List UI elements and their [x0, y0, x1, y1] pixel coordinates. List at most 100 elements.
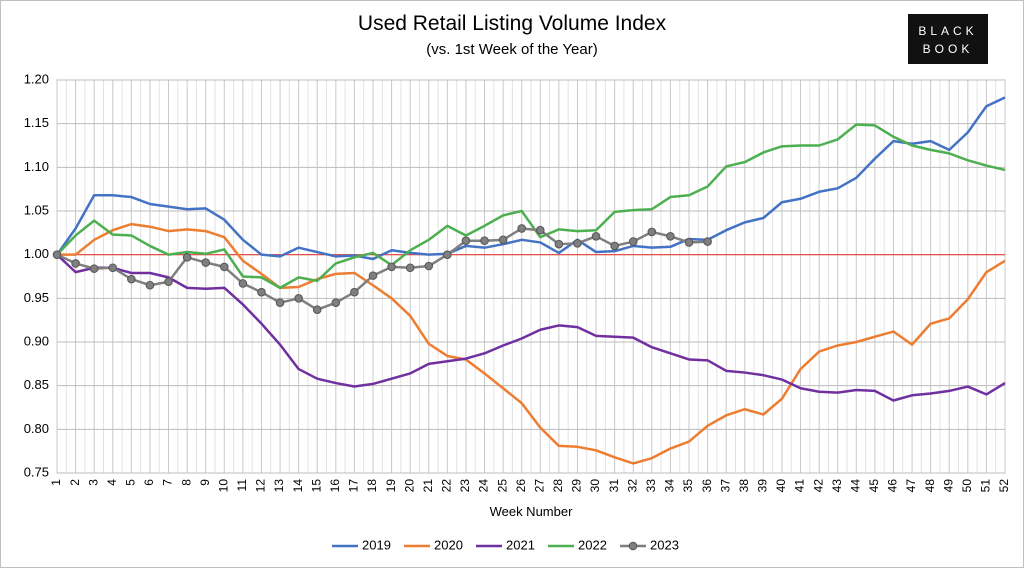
series-marker: [666, 232, 675, 241]
x-tick-label: 1: [49, 479, 63, 486]
chart-title: Used Retail Listing Volume Index: [358, 12, 667, 35]
legend-label: 2022: [578, 537, 607, 552]
x-tick-label: 47: [904, 479, 918, 493]
x-tick-label: 33: [644, 479, 658, 493]
y-tick-label: 1.10: [24, 159, 49, 174]
x-tick-label: 23: [458, 479, 472, 493]
x-tick-label: 9: [198, 479, 212, 486]
series-marker: [480, 236, 489, 245]
series-marker: [535, 225, 545, 235]
series-marker: [610, 241, 619, 251]
x-tick-label: 32: [625, 479, 639, 493]
series-marker: [52, 250, 62, 259]
logo-text: BOOK: [923, 42, 974, 56]
x-tick-label: 2: [68, 479, 82, 486]
x-tick-label: 16: [328, 479, 342, 493]
series-line: [57, 222, 1006, 465]
x-tick-label: 36: [700, 479, 714, 493]
x-tick-label: 22: [440, 479, 454, 493]
x-tick-label: 10: [216, 479, 230, 493]
x-tick-label: 39: [756, 479, 770, 493]
x-tick-label: 30: [588, 479, 602, 493]
legend-label: 2020: [434, 537, 463, 552]
series-marker: [238, 279, 248, 288]
series-line: [55, 96, 1006, 261]
x-tick-label: 7: [161, 479, 175, 486]
series-marker: [554, 239, 564, 249]
x-tick-label: 17: [347, 479, 361, 493]
series-marker: [331, 298, 341, 308]
x-tick-label: 42: [811, 479, 825, 493]
series-marker: [182, 252, 192, 262]
series-marker: [703, 237, 712, 246]
x-tick-label: 50: [960, 479, 974, 493]
series-marker: [368, 271, 378, 280]
series-marker: [219, 262, 229, 272]
series-marker: [275, 298, 285, 308]
legend-marker: [628, 541, 638, 551]
x-tick-label: 34: [663, 479, 677, 493]
y-tick-label: 0.80: [24, 421, 49, 436]
series-marker: [71, 259, 80, 268]
x-tick-label: 3: [86, 479, 100, 486]
x-tick-label: 49: [941, 479, 955, 493]
legend-label: 2023: [650, 537, 679, 552]
series-marker: [684, 238, 694, 247]
legend-label: 2019: [362, 537, 391, 552]
x-tick-label: 19: [384, 479, 398, 493]
series-marker: [405, 263, 415, 273]
x-tick-label: 24: [477, 479, 491, 493]
x-tick-label: 43: [830, 479, 844, 493]
series-marker: [89, 264, 99, 273]
y-tick-label: 0.85: [24, 377, 49, 392]
x-tick-label: 18: [365, 479, 379, 493]
series-marker: [498, 235, 508, 245]
x-tick-label: 45: [867, 479, 881, 493]
x-tick-label: 6: [142, 479, 156, 486]
y-tick-label: 1.15: [24, 115, 49, 130]
series-marker: [201, 258, 211, 267]
x-tick-label: 26: [514, 479, 528, 493]
x-tick-label: 48: [923, 479, 937, 493]
x-tick-label: 5: [124, 479, 138, 486]
x-tick-label: 27: [532, 479, 546, 493]
y-tick-label: 1.00: [24, 246, 49, 261]
y-tick-label: 0.75: [24, 464, 49, 479]
x-tick-label: 29: [570, 479, 584, 493]
chart-subtitle: (vs. 1st Week of the Year): [426, 41, 597, 58]
series-marker: [294, 294, 303, 303]
series-marker: [517, 224, 527, 233]
x-tick-label: 25: [495, 479, 509, 493]
series-marker: [145, 280, 155, 290]
x-tick-label: 37: [718, 479, 732, 493]
x-tick-label: 20: [402, 479, 416, 493]
x-tick-label: 35: [681, 479, 695, 493]
x-tick-label: 52: [997, 479, 1011, 493]
x-tick-label: 11: [235, 479, 249, 492]
series-marker: [350, 287, 359, 297]
x-tick-label: 28: [551, 479, 565, 493]
series-line: [56, 253, 1006, 402]
x-tick-label: 44: [848, 479, 862, 493]
x-tick-label: 46: [886, 479, 900, 493]
series-line: [56, 123, 1006, 290]
series-marker: [443, 250, 452, 259]
series-marker: [257, 287, 266, 297]
series-marker: [591, 232, 601, 241]
x-tick-label: 13: [272, 479, 286, 493]
series-marker: [424, 261, 434, 271]
x-tick-label: 41: [793, 479, 807, 493]
x-tick-label: 14: [291, 479, 305, 493]
series-marker: [108, 263, 118, 273]
series-marker: [387, 262, 396, 272]
y-tick-label: 1.20: [24, 71, 49, 86]
x-tick-label: 51: [979, 479, 993, 493]
series-marker: [573, 239, 582, 248]
series-marker: [647, 227, 657, 237]
logo-box: [908, 14, 988, 64]
x-axis-title: Week Number: [490, 504, 574, 519]
x-tick-label: 4: [105, 479, 119, 486]
series-marker: [312, 305, 322, 314]
x-tick-label: 12: [254, 479, 268, 493]
